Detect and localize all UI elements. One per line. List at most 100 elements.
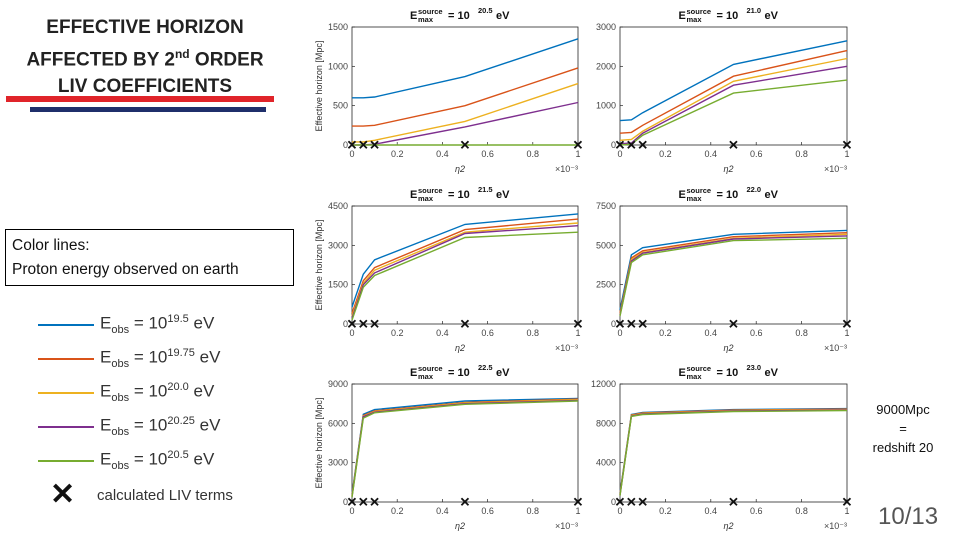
y-tick-label: 4000 bbox=[596, 458, 616, 468]
legend-label: Eobs = 1020.0 eV bbox=[100, 381, 215, 405]
x-tick-label: 0.2 bbox=[391, 328, 404, 338]
chart-title-sub: max bbox=[687, 15, 703, 24]
chart-title-sub: max bbox=[687, 372, 703, 381]
liv-marker: ✕ bbox=[626, 317, 637, 332]
x-axis-label: η2 bbox=[455, 164, 465, 174]
chart-title-e: E bbox=[679, 367, 686, 379]
liv-marker: ✕ bbox=[573, 495, 584, 510]
liv-marker: ✕ bbox=[615, 495, 626, 510]
x-axis-label: η2 bbox=[455, 343, 465, 353]
y-tick-label: 0 bbox=[611, 319, 616, 329]
chart-title-exp: 22.0 bbox=[747, 185, 762, 194]
y-tick-label: 3000 bbox=[596, 22, 616, 32]
x-tick-label: 0.2 bbox=[659, 149, 672, 159]
liv-marker: ✕ bbox=[347, 317, 358, 332]
x-tick-label: 0.6 bbox=[481, 506, 494, 516]
y-tick-label: 3000 bbox=[328, 240, 348, 250]
plot-frame bbox=[619, 205, 848, 325]
liv-marker: ✕ bbox=[615, 317, 626, 332]
x-tick-label: 0.2 bbox=[659, 506, 672, 516]
x-tick-label: 0.8 bbox=[527, 149, 540, 159]
legend-item: Eobs = 1020.5 eV bbox=[38, 449, 214, 473]
series-line bbox=[619, 237, 848, 317]
x-tick-label: 0 bbox=[349, 328, 354, 338]
x-axis-label: η2 bbox=[723, 343, 733, 353]
x-tick-label: 0.8 bbox=[795, 149, 808, 159]
series-line bbox=[619, 79, 848, 146]
note-line-1: 9000Mpc bbox=[876, 402, 930, 417]
y-tick-label: 7500 bbox=[596, 201, 616, 211]
y-tick-label: 1000 bbox=[596, 101, 616, 111]
x-tick-label: 0.4 bbox=[436, 506, 449, 516]
chart-title-sub: max bbox=[687, 194, 703, 203]
chart-title-eq: = 10 bbox=[717, 367, 739, 379]
chart-panel: 0 3000 6000 9000 0 0.2 0.4 0.6 0.8 1 ×10⁻³ η2 Effect… bbox=[314, 363, 583, 531]
x-multiplier: ×10⁻³ bbox=[555, 521, 578, 531]
liv-marker-label: calculated LIV terms bbox=[97, 487, 233, 504]
chart-title-unit: eV bbox=[496, 189, 510, 201]
red-accent-bar bbox=[6, 96, 274, 102]
chart-title-unit: eV bbox=[765, 367, 779, 379]
chart-title-exp: 21.5 bbox=[478, 185, 493, 194]
chart-title-eq: = 10 bbox=[448, 10, 470, 22]
chart-title-eq: = 10 bbox=[448, 189, 470, 201]
y-tick-label: 0 bbox=[611, 140, 616, 150]
title-line-2-post: ORDER bbox=[189, 49, 264, 71]
liv-marker: ✕ bbox=[637, 317, 648, 332]
y-tick-label: 5000 bbox=[596, 240, 616, 250]
x-tick-label: 1 bbox=[575, 149, 580, 159]
liv-marker: ✕ bbox=[358, 138, 369, 153]
liv-marker: ✕ bbox=[626, 495, 637, 510]
liv-marker: ✕ bbox=[626, 138, 637, 153]
title-line-1: EFFECTIVE HORIZON bbox=[46, 17, 244, 38]
liv-marker: ✕ bbox=[347, 138, 358, 153]
chart-title-e: E bbox=[679, 189, 686, 201]
page-number: 10/13 bbox=[878, 503, 939, 530]
y-tick-label: 12000 bbox=[591, 379, 616, 389]
x-tick-label: 0.6 bbox=[481, 328, 494, 338]
note-line-2: = bbox=[899, 421, 907, 436]
x-tick-label: 0 bbox=[617, 328, 622, 338]
series-line bbox=[619, 40, 848, 122]
series-line bbox=[351, 225, 579, 319]
liv-marker: ✕ bbox=[637, 138, 648, 153]
liv-marker: ✕ bbox=[460, 495, 471, 510]
x-tick-label: 1 bbox=[844, 149, 849, 159]
legend-swatch bbox=[38, 358, 94, 360]
legend-item: Eobs = 1020.0 eV bbox=[38, 381, 214, 405]
y-tick-label: 1500 bbox=[328, 280, 348, 290]
liv-marker: ✕ bbox=[728, 495, 739, 510]
chart-title-sup: source bbox=[687, 186, 712, 195]
liv-marker-icon: ✕ bbox=[50, 478, 76, 511]
x-tick-label: 1 bbox=[575, 506, 580, 516]
chart-panel: 0 500 1000 1500 0 0.2 0.4 0.6 0.8 1 ×10⁻³ η2 Effecti… bbox=[314, 6, 583, 174]
x-tick-label: 1 bbox=[844, 506, 849, 516]
x-tick-label: 0.6 bbox=[750, 149, 763, 159]
liv-marker: ✕ bbox=[460, 138, 471, 153]
liv-marker: ✕ bbox=[369, 138, 380, 153]
x-tick-label: 0.8 bbox=[795, 506, 808, 516]
series-line bbox=[619, 49, 848, 134]
chart-title-eq: = 10 bbox=[717, 10, 739, 22]
liv-marker: ✕ bbox=[369, 495, 380, 510]
plot-frame bbox=[619, 383, 848, 503]
series-line bbox=[352, 38, 579, 99]
chart-title-exp: 23.0 bbox=[747, 363, 762, 372]
legend-item: Eobs = 1019.75 eV bbox=[38, 347, 220, 371]
redshift-note: 9000Mpc = redshift 20 bbox=[855, 400, 951, 457]
chart-panel: 0 1000 2000 3000 0 0.2 0.4 0.6 0.8 1 ×10⁻³ η2 E sourc… bbox=[596, 6, 852, 174]
x-multiplier: ×10⁻³ bbox=[824, 521, 847, 531]
x-multiplier: ×10⁻³ bbox=[555, 343, 578, 353]
color-lines-description: Proton energy observed on earth bbox=[12, 261, 239, 278]
chart-title-eq: = 10 bbox=[717, 189, 739, 201]
title-line-2: AFFECTED BY 2nd ORDER bbox=[5, 41, 285, 73]
y-tick-label: 4500 bbox=[328, 201, 348, 211]
x-axis-label: η2 bbox=[455, 521, 465, 531]
legend-item: Eobs = 1019.5 eV bbox=[38, 313, 214, 337]
y-tick-label: 2000 bbox=[596, 61, 616, 71]
chart-title-eq: = 10 bbox=[448, 367, 470, 379]
series-line bbox=[351, 218, 579, 314]
x-axis-label: η2 bbox=[723, 521, 733, 531]
liv-marker: ✕ bbox=[728, 138, 739, 153]
liv-marker: ✕ bbox=[842, 317, 853, 332]
